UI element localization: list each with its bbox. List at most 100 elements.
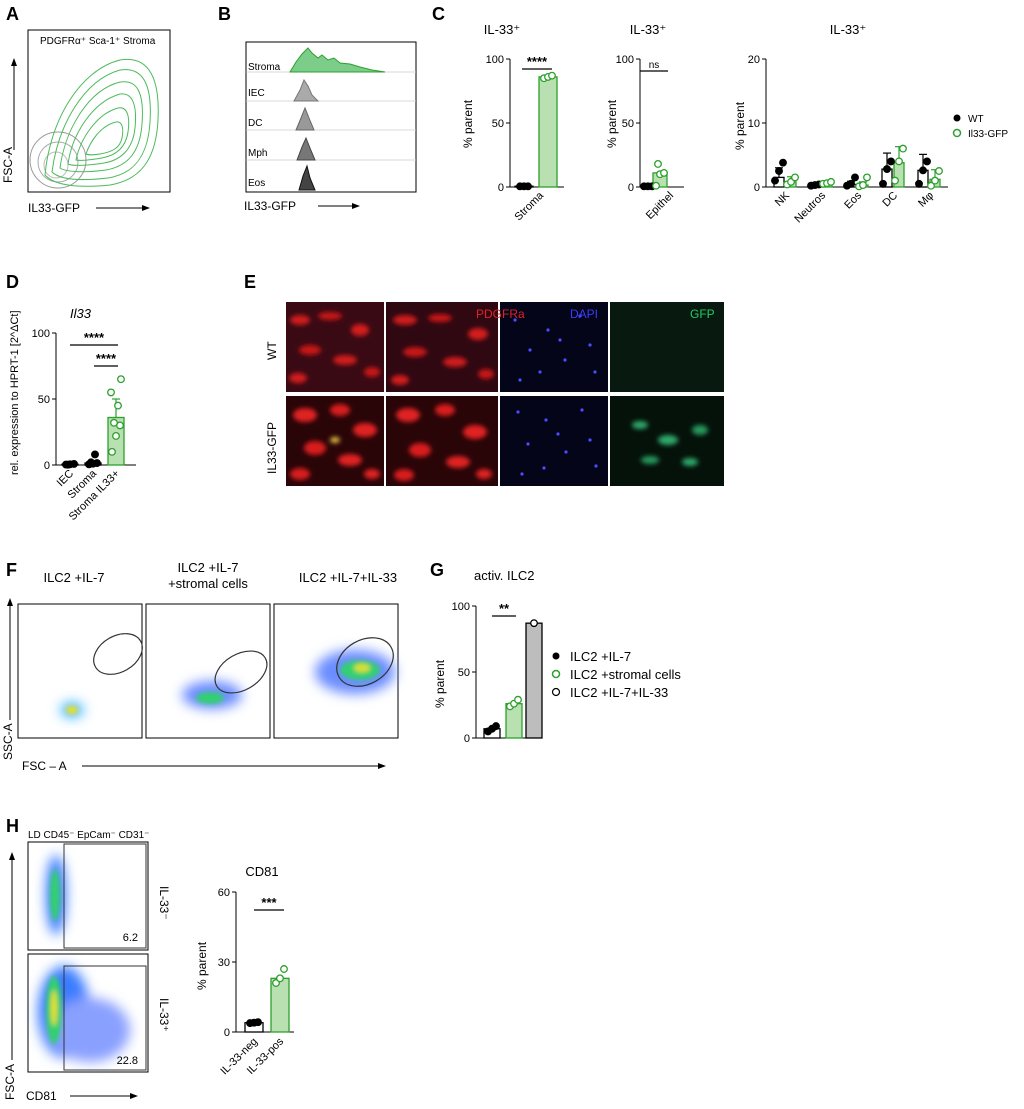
scatter-frame-stromal bbox=[145, 603, 271, 739]
chart-title: IL-33⁺ bbox=[630, 22, 667, 37]
data-point-il33gfp bbox=[899, 144, 907, 153]
data-point-wt bbox=[775, 167, 783, 175]
column-title: ILC2 +IL-7 bbox=[177, 560, 238, 575]
legend-marker bbox=[552, 652, 560, 660]
x-tick-label: Epithel bbox=[644, 190, 676, 222]
data-point bbox=[254, 1018, 262, 1027]
data-point bbox=[117, 375, 125, 384]
panel-label: E bbox=[244, 272, 256, 292]
flow-plot-frame bbox=[27, 29, 171, 193]
axis-y-label: FSC-A bbox=[3, 1064, 17, 1100]
row-label-il33gfp: IL33-GFP bbox=[265, 422, 279, 474]
data-point-wt bbox=[915, 179, 923, 188]
y-tick-label: 50 bbox=[458, 667, 470, 679]
legend-label: Il33-GFP bbox=[968, 129, 1008, 140]
y-tick-label: 0 bbox=[498, 182, 504, 194]
gate bbox=[63, 965, 147, 1071]
data-point bbox=[280, 965, 288, 973]
data-point-il33gfp bbox=[935, 167, 943, 175]
panel-label: B bbox=[218, 4, 231, 24]
panel-label: H bbox=[6, 816, 19, 836]
data-point bbox=[110, 418, 118, 427]
image-wt-dapi bbox=[500, 302, 608, 392]
chart-c-right: 0 10 20 NK Neutros Eos DC Mφ bbox=[748, 54, 948, 225]
data-point-wt bbox=[771, 176, 779, 185]
column-title: ILC2 +IL-7+IL-33 bbox=[299, 570, 397, 585]
legend-marker bbox=[551, 669, 561, 679]
legend-label: WT bbox=[968, 114, 984, 125]
data-point-il33gfp bbox=[895, 157, 903, 166]
panel-h: H LD CD45⁻ EpCam⁻ CD31⁻ 6.2 22.8 IL-33⁻ … bbox=[3, 816, 294, 1103]
axis-y-label: % parent bbox=[195, 941, 209, 990]
y-tick-label: 50 bbox=[38, 394, 50, 406]
gate-value: 6.2 bbox=[123, 932, 138, 944]
significance-label: ** bbox=[499, 601, 510, 616]
histogram-eos bbox=[298, 164, 316, 191]
panel-label: D bbox=[6, 272, 19, 292]
gate-title: LD CD45⁻ EpCam⁻ CD31⁻ bbox=[28, 830, 149, 841]
axis-y-label: % parent bbox=[733, 101, 747, 150]
legend-marker-wt bbox=[953, 114, 961, 122]
axis-x-label: FSC – A bbox=[22, 759, 67, 773]
chart-title: Il33 bbox=[70, 306, 92, 321]
panel-b: B Stroma IEC DC Mph Eos IL33-GFP bbox=[218, 4, 417, 213]
x-tick-label: Neutros bbox=[792, 189, 828, 225]
channel-label-pdgfra: PDGFRa bbox=[476, 307, 525, 321]
y-tick-label: 100 bbox=[32, 328, 50, 340]
significance-label: *** bbox=[261, 895, 277, 910]
y-tick-label: 100 bbox=[452, 601, 470, 613]
data-point bbox=[108, 447, 116, 456]
legend: ILC2 +IL-7 ILC2 +stromal cells ILC2 +IL-… bbox=[551, 649, 681, 700]
data-point-wt bbox=[779, 158, 787, 167]
significance-label: **** bbox=[527, 54, 548, 69]
legend: WT Il33-GFP bbox=[952, 114, 1008, 140]
y-tick-label: 100 bbox=[486, 54, 504, 66]
data-point bbox=[514, 695, 522, 704]
data-point bbox=[112, 432, 120, 440]
legend-marker-gfp bbox=[952, 128, 962, 138]
y-tick-label: 30 bbox=[218, 957, 230, 969]
y-tick-label: 0 bbox=[754, 182, 760, 194]
micrograph-grid: PDGFRa DAPI GFP bbox=[286, 302, 724, 486]
data-point bbox=[530, 619, 538, 628]
panel-g: G activ. ILC2 0 50 100 ** % parent ILC2 +IL… bbox=[430, 560, 681, 745]
row-label-wt: WT bbox=[265, 341, 279, 360]
data-point-wt bbox=[879, 179, 887, 188]
data-point-wt bbox=[923, 157, 931, 166]
x-tick-label: DC bbox=[880, 190, 900, 210]
contour-plot bbox=[29, 58, 159, 189]
axis-y-label: SSC-A bbox=[1, 723, 15, 760]
data-point-il33gfp bbox=[927, 181, 935, 190]
histogram-row-label: Eos bbox=[248, 178, 265, 189]
y-tick-label: 20 bbox=[748, 54, 760, 66]
x-tick-label: Mφ bbox=[916, 190, 936, 210]
data-point-il33gfp bbox=[660, 168, 668, 177]
y-tick-label: 50 bbox=[622, 118, 634, 130]
data-point-wt bbox=[847, 179, 855, 188]
data-point bbox=[114, 401, 122, 410]
gate bbox=[336, 637, 394, 687]
axis-y-label: FSC-A bbox=[1, 147, 15, 183]
image-il33-dapi bbox=[500, 396, 608, 486]
x-tick-label: NK bbox=[773, 189, 793, 209]
y-tick-label: 0 bbox=[44, 460, 50, 472]
significance-label: ns bbox=[649, 60, 660, 71]
column-title: +stromal cells bbox=[168, 576, 248, 591]
data-point-il33gfp bbox=[548, 71, 556, 80]
panel-a: A PDGFRα⁺ Sca-1⁺ Stroma FSC-A IL33-GFP bbox=[1, 4, 171, 215]
chart-title: activ. ILC2 bbox=[474, 568, 534, 583]
column-title: ILC2 +IL-7 bbox=[43, 570, 104, 585]
histogram-row-label: IEC bbox=[248, 88, 265, 99]
chart-c-left: 0 50 100 **** Stroma bbox=[486, 54, 564, 223]
chart-g: 0 50 100 ** bbox=[452, 601, 543, 745]
panel-label: A bbox=[6, 4, 19, 24]
data-point-il33gfp bbox=[891, 176, 899, 185]
histogram-row-label: DC bbox=[248, 118, 262, 129]
significance-label: **** bbox=[84, 330, 105, 345]
data-point-il33gfp bbox=[791, 173, 799, 182]
axis-x-label: CD81 bbox=[26, 1089, 57, 1103]
data-point-wt bbox=[887, 157, 895, 166]
